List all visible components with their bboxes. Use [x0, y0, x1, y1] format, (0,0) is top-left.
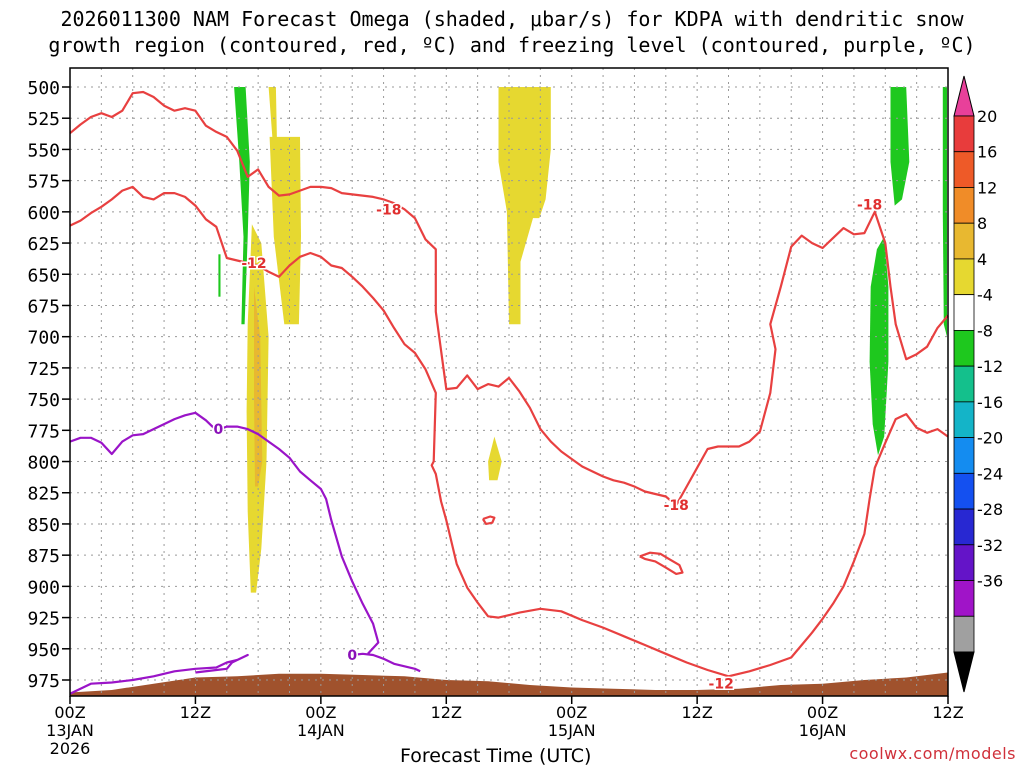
contour-line-3 [69, 653, 249, 695]
colorbar-band [953, 187, 975, 224]
title-line-2: growth region (contoured, red, ºC) and f… [48, 33, 976, 57]
contour-line-1 [69, 90, 949, 507]
y-tick-label: 700 [27, 328, 60, 349]
omega-region-6 [269, 136, 301, 325]
colorbar-band [953, 508, 975, 546]
chart-title: 2026011300 NAM Forecast Omega (shaded, μ… [0, 6, 1024, 58]
x-tick-label: 12Z [932, 703, 963, 722]
colorbar-band [953, 365, 975, 403]
colorbar-label: 8 [977, 214, 987, 233]
y-tick-label: 500 [27, 78, 60, 99]
y-tick-label: 625 [27, 234, 60, 255]
colorbar-bottom-arrow [953, 651, 975, 693]
x-tick-label: 00Z [305, 703, 336, 722]
y-tick-label: 575 [27, 172, 60, 193]
colorbar-band [953, 472, 975, 510]
omega-region-1 [218, 254, 221, 297]
contour-label-1: -12 [241, 256, 266, 272]
x-tick-date-label: 13JAN [46, 721, 94, 740]
colorbar-band [953, 580, 975, 617]
colorbar-band [953, 329, 975, 367]
omega-region-3 [869, 236, 889, 456]
colorbar-label: -20 [977, 429, 1003, 448]
contour-label-4: -18 [857, 197, 882, 213]
colorbar-label: -8 [977, 321, 993, 340]
x-tick-label: 00Z [54, 703, 85, 722]
colorbar-band [953, 258, 975, 296]
x-tick-year-label: 2026 [50, 739, 91, 758]
x-tick-label: 12Z [180, 703, 211, 722]
y-tick-label: 875 [27, 546, 60, 567]
x-tick-date-label: 16JAN [799, 721, 847, 740]
colorbar-top-arrow [953, 75, 975, 117]
axes-layer: 500 525 550 575 600 625 650 675 700 725 750 775 800 8… [27, 67, 964, 758]
contour-line-6 [639, 551, 684, 576]
plot-frame [69, 67, 949, 697]
contour-line-5 [481, 515, 496, 526]
y-tick-label: 925 [27, 609, 60, 630]
omega-region-2 [890, 87, 910, 206]
colorbar-label: 4 [977, 250, 987, 269]
contour-label-5: 0 [214, 422, 224, 438]
colorbar-label: -4 [977, 286, 993, 305]
y-tick-label: 950 [27, 640, 60, 661]
colorbar-label: 20 [977, 107, 997, 126]
omega-region-0 [234, 87, 250, 325]
x-tick-date-label: 15JAN [548, 721, 596, 740]
y-tick-label: 525 [27, 109, 60, 130]
y-tick-label: 650 [27, 265, 60, 286]
contour-line-0 [69, 185, 949, 678]
colorbar-label: -12 [977, 357, 1003, 376]
x-axis-title: Forecast Time (UTC) [400, 745, 592, 767]
colorbar-label: -24 [977, 464, 1003, 483]
y-tick-label: 600 [27, 203, 60, 224]
contour-label-0: -18 [376, 202, 401, 218]
y-tick-label: 750 [27, 390, 60, 411]
colorbar-band [953, 222, 975, 260]
colorbar-band [953, 115, 975, 153]
colorbar-band [953, 401, 975, 439]
y-tick-label: 725 [27, 359, 60, 380]
colorbar: 20 16 12 8 4 -4 -8 -12 -16 -20 -24 -28 -32 -36 [953, 75, 1003, 693]
y-tick-label: 775 [27, 421, 60, 442]
omega-shading-layer [218, 87, 947, 593]
y-tick-label: 825 [27, 484, 60, 505]
title-line-1: 2026011300 NAM Forecast Omega (shaded, μ… [60, 7, 964, 31]
y-tick-label: 675 [27, 296, 60, 317]
omega-region-5 [268, 87, 277, 144]
omega-region-8 [498, 87, 551, 325]
contour-label-3: -12 [709, 677, 734, 693]
contour-line-2 [69, 411, 380, 655]
colorbar-band [953, 544, 975, 581]
omega-region-9 [488, 436, 502, 481]
colorbar-band [953, 294, 975, 331]
contour-layer [69, 90, 949, 695]
colorbar-band [953, 151, 975, 188]
colorbar-label: 16 [977, 143, 997, 162]
colorbar-band [953, 437, 975, 474]
y-tick-label: 900 [27, 577, 60, 598]
colorbar-band [953, 615, 975, 653]
y-tick-label: 975 [27, 671, 60, 692]
colorbar-label: -32 [977, 536, 1003, 555]
contour-line-4 [352, 652, 421, 673]
y-tick-label: 850 [27, 515, 60, 536]
y-tick-label: 550 [27, 140, 60, 161]
watermark[interactable]: coolwx.com/models [849, 744, 1016, 763]
x-tick-label: 00Z [807, 703, 838, 722]
x-tick-label: 12Z [431, 703, 462, 722]
colorbar-label: 12 [977, 178, 997, 197]
colorbar-label: -16 [977, 393, 1003, 412]
x-tick-date-label: 14JAN [297, 721, 345, 740]
contour-label-layer: -18 -12 -18 -12 -18 0 0 [212, 196, 884, 694]
colorbar-label: -28 [977, 500, 1003, 519]
x-tick-label: 12Z [681, 703, 712, 722]
y-tick-label: 800 [27, 453, 60, 474]
colorbar-label: -36 [977, 572, 1003, 591]
contour-label-2: -18 [664, 498, 689, 514]
x-tick-label: 00Z [556, 703, 587, 722]
contour-label-6: 0 [347, 648, 357, 664]
